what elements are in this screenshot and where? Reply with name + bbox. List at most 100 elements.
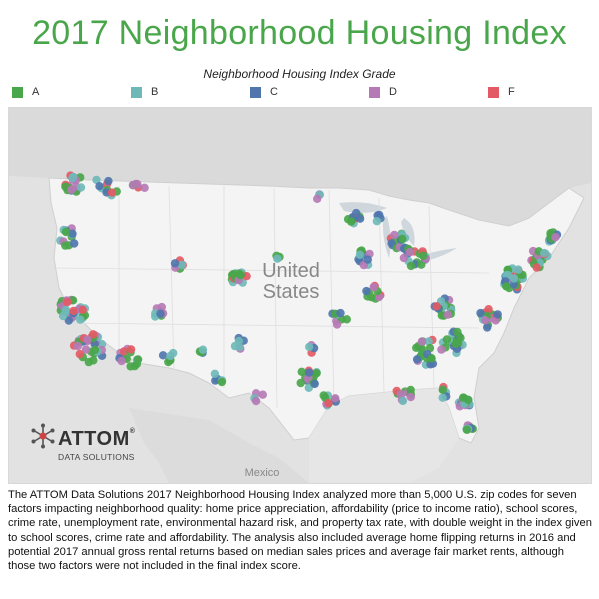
zip-marker[interactable] [156, 309, 165, 318]
legend-item-c[interactable]: C [250, 86, 278, 98]
zip-marker[interactable] [90, 345, 100, 355]
zip-marker[interactable] [398, 396, 408, 406]
zip-marker[interactable] [157, 302, 166, 312]
zip-marker[interactable] [369, 282, 378, 292]
zip-marker[interactable] [170, 259, 180, 268]
zip-marker[interactable] [61, 227, 71, 237]
zip-marker[interactable] [405, 247, 415, 257]
zip-marker[interactable] [484, 305, 493, 314]
zip-marker[interactable] [304, 368, 314, 377]
zip-marker[interactable] [437, 311, 446, 320]
zip-marker[interactable] [406, 392, 415, 402]
zip-marker[interactable] [427, 354, 436, 363]
zip-marker[interactable] [83, 335, 92, 344]
zip-marker[interactable] [355, 250, 365, 259]
zip-marker[interactable] [211, 376, 220, 385]
zip-marker[interactable] [126, 345, 136, 354]
zip-marker[interactable] [75, 349, 85, 359]
zip-marker[interactable] [133, 355, 143, 364]
legend-item-f[interactable]: F [488, 86, 515, 98]
zip-marker[interactable] [128, 180, 138, 190]
zip-marker[interactable] [406, 261, 416, 271]
zip-marker[interactable] [363, 255, 372, 264]
zip-marker[interactable] [95, 182, 104, 191]
zip-marker[interactable] [166, 351, 175, 361]
zip-marker[interactable] [462, 425, 472, 434]
zip-marker[interactable] [514, 265, 523, 274]
zip-marker[interactable] [126, 362, 135, 371]
zip-marker[interactable] [493, 310, 502, 319]
zip-marker[interactable] [140, 183, 149, 192]
zip-marker[interactable] [217, 377, 227, 387]
zip-marker[interactable] [476, 308, 485, 318]
zip-marker[interactable] [88, 330, 98, 339]
zip-marker[interactable] [107, 188, 117, 197]
zip-marker[interactable] [406, 385, 415, 395]
zip-marker[interactable] [69, 306, 78, 316]
zip-marker[interactable] [532, 263, 541, 272]
zip-marker[interactable] [331, 394, 340, 403]
zip-marker[interactable] [399, 253, 409, 263]
zip-marker[interactable] [251, 396, 261, 406]
zip-marker[interactable] [451, 339, 460, 348]
zip-marker[interactable] [362, 286, 371, 296]
zip-marker[interactable] [304, 383, 313, 392]
zip-marker[interactable] [424, 337, 433, 346]
zip-marker[interactable] [396, 390, 405, 399]
zip-marker[interactable] [63, 297, 72, 307]
zip-marker[interactable] [58, 311, 68, 321]
zip-marker[interactable] [305, 342, 314, 352]
zip-marker[interactable] [158, 351, 168, 360]
zip-marker[interactable] [67, 185, 76, 194]
zip-marker[interactable] [398, 234, 407, 244]
zip-marker[interactable] [76, 315, 85, 324]
map[interactable]: United States Mexico [8, 107, 592, 484]
zip-marker[interactable] [443, 310, 453, 319]
zip-marker[interactable] [70, 239, 79, 248]
zip-marker[interactable] [92, 175, 101, 185]
zip-marker[interactable] [273, 254, 282, 263]
zip-marker[interactable] [258, 390, 267, 399]
zip-marker[interactable] [296, 378, 305, 388]
zip-marker[interactable] [234, 336, 244, 346]
zip-marker[interactable] [64, 316, 73, 325]
zip-marker[interactable] [432, 302, 441, 311]
zip-marker[interactable] [198, 345, 208, 354]
zip-marker[interactable] [104, 176, 113, 186]
zip-marker[interactable] [346, 217, 356, 226]
zip-marker[interactable] [342, 315, 351, 324]
zip-marker[interactable] [509, 274, 519, 283]
zip-marker[interactable] [210, 369, 220, 378]
zip-marker[interactable] [324, 399, 333, 408]
legend-item-d[interactable]: D [369, 86, 397, 98]
zip-marker[interactable] [297, 367, 306, 376]
zip-marker[interactable] [73, 341, 83, 351]
zip-marker[interactable] [336, 308, 345, 318]
zip-marker[interactable] [483, 323, 492, 332]
zip-marker[interactable] [437, 345, 446, 354]
zip-marker[interactable] [313, 194, 322, 203]
zip-marker[interactable] [502, 282, 511, 291]
zip-marker[interactable] [419, 251, 428, 261]
zip-marker[interactable] [89, 356, 98, 365]
zip-marker[interactable] [540, 248, 549, 258]
zip-marker[interactable] [464, 395, 473, 404]
zip-marker[interactable] [551, 233, 560, 242]
legend-item-a[interactable]: A [12, 86, 39, 98]
zip-marker[interactable] [234, 269, 244, 278]
zip-marker[interactable] [438, 385, 447, 394]
zip-marker[interactable] [456, 333, 465, 343]
zip-marker[interactable] [372, 217, 382, 226]
zip-marker[interactable] [417, 337, 427, 346]
zip-marker[interactable] [68, 174, 77, 183]
zip-marker[interactable] [68, 229, 77, 238]
zip-marker[interactable] [78, 305, 88, 314]
legend-item-b[interactable]: B [131, 86, 158, 98]
zip-marker[interactable] [310, 379, 319, 389]
zip-marker[interactable] [177, 260, 187, 270]
zip-marker[interactable] [76, 183, 86, 192]
zip-marker[interactable] [390, 230, 399, 240]
zip-marker[interactable] [438, 393, 447, 402]
zip-marker[interactable] [81, 345, 91, 354]
zip-marker[interactable] [355, 214, 365, 223]
